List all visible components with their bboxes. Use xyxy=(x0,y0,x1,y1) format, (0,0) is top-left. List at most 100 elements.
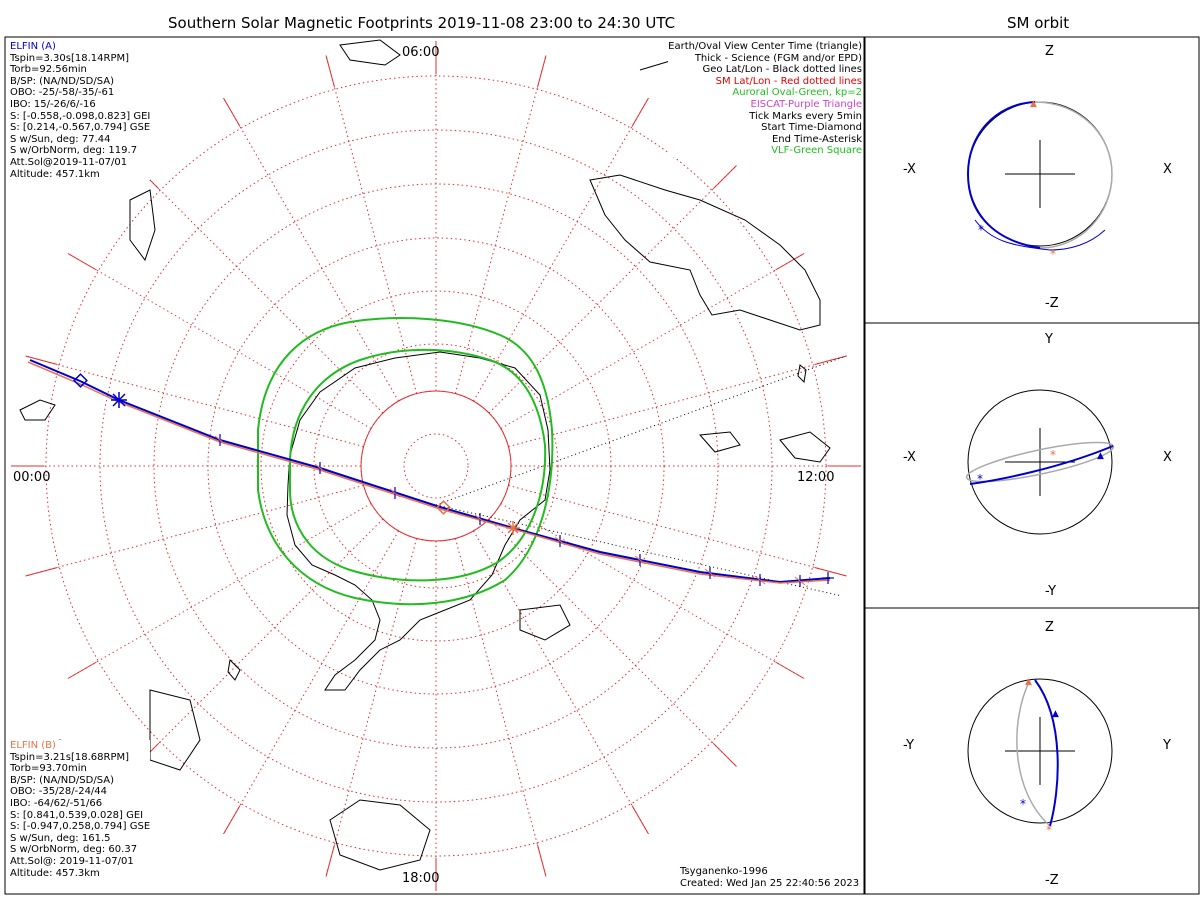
elfin-a-start-diamond xyxy=(73,373,88,388)
sm-mlt-spoke xyxy=(20,484,364,578)
elfin-b-tick xyxy=(474,514,486,524)
elfin-b-info: ELFIN (B) Tspin=3.21s[18.68RPM] Torb=93.7… xyxy=(10,740,151,880)
elfin-a-info-line: Tspin=3.30s[18.14RPM] xyxy=(10,52,130,64)
sm-mlt-spoke xyxy=(500,503,809,682)
sm-mlt-spoke xyxy=(454,538,548,882)
elfin-b-tick xyxy=(214,435,226,445)
sm-rim-tick xyxy=(25,355,58,366)
elfin-a-end-asterisk xyxy=(111,392,127,408)
orbit2-bottom-label: -Y xyxy=(1045,584,1057,599)
elfin-b-info-line: Tspin=3.21s[18.68RPM] xyxy=(10,751,130,763)
elfin-a-info-line: S: [0.214,-0.567,0.794] GSE xyxy=(10,122,151,134)
svg-text:▲: ▲ xyxy=(1052,709,1059,719)
sm-mlt-spoke xyxy=(324,538,418,882)
sm-rim-tick xyxy=(712,742,737,767)
elfin-a-info-line: S: [-0.558,-0.098,0.823] GEI xyxy=(10,110,151,122)
sm-mlt-spoke xyxy=(488,518,741,771)
sm-mlt-spoke xyxy=(454,50,548,394)
svg-text:*: * xyxy=(977,472,983,486)
orbit-panel-xy: * * ▲ xyxy=(965,389,1115,535)
svg-text:▲: ▲ xyxy=(1025,677,1032,687)
elfin-b-tick xyxy=(754,575,766,585)
auroral-oval xyxy=(257,317,554,606)
sm-rim-tick xyxy=(536,844,547,877)
elfin-a-track xyxy=(29,359,831,584)
legend-entry: End Time-Asterisk xyxy=(771,133,862,145)
legend-entry: Geo Lat/Lon - Black dotted lines xyxy=(702,64,862,76)
orbit1-left-label: -X xyxy=(903,162,916,177)
sm-rim-tick xyxy=(325,844,336,877)
elfin-b-info-line: S: [0.841,0.539,0.028] GEI xyxy=(10,809,144,821)
svg-text:*: * xyxy=(1050,247,1056,261)
orbit2-right-label: X xyxy=(1163,450,1172,465)
credits: Tsyganenko-1996 Created: Wed Jan 25 22:4… xyxy=(680,866,859,889)
elfin-b-lines: Tspin=3.21s[18.68RPM] Torb=93.70min B/SP: … xyxy=(10,752,150,880)
elfin-b-info-line: S: [-0.947,0.258,0.794] GSE xyxy=(10,821,151,833)
elfin-b-info-line: OBO: -35/28/-24/44 xyxy=(10,786,108,798)
sm-rim-tick xyxy=(775,661,805,679)
elfin-b-tick xyxy=(794,576,806,586)
sm-mlt-spoke xyxy=(20,354,364,448)
orbit3-right-label: Y xyxy=(1163,738,1171,753)
svg-text:*: * xyxy=(1050,448,1056,462)
elfin-a-info-line: IBO: 15/-26/6/-16 xyxy=(10,98,96,110)
elfin-b-info-line: S w/Sun, deg: 161.5 xyxy=(10,832,111,844)
elfin-a-info-line: OBO: -25/-58/-35/-61 xyxy=(10,87,115,99)
svg-text:*: * xyxy=(1020,797,1026,811)
mlt-label-right: 12:00 xyxy=(797,470,835,485)
legend-entry: Thick - Science (FGM and/or EPD) xyxy=(694,52,862,64)
elfin-b-tick xyxy=(314,463,326,473)
elfin-b-info-line: S w/OrbNorm, deg: 60.37 xyxy=(10,844,138,856)
sm-mlt-spoke xyxy=(63,250,372,429)
sm-mlt-spoke xyxy=(324,50,418,394)
orbit3-left-label: -Y xyxy=(903,738,915,753)
sm-mlt-spoke xyxy=(220,93,399,402)
sm-rim-tick xyxy=(814,566,847,577)
legend-entry: EISCAT-Purple Triangle xyxy=(750,98,863,110)
legend-entry: Earth/Oval View Center Time (triangle) xyxy=(668,41,862,52)
elfin-b-end-asterisk xyxy=(506,521,520,535)
orbit1-right-label: X xyxy=(1163,162,1172,177)
mlt-label-top: 06:00 xyxy=(402,45,440,60)
sm-pole-circle xyxy=(360,390,512,542)
orbit3-top-label: Z xyxy=(1045,620,1054,635)
elfin-a-info-line: S w/Sun, deg: 77.44 xyxy=(10,133,111,145)
orbit1-top-label: Z xyxy=(1045,44,1054,59)
map-frame xyxy=(4,36,865,895)
sm-rim-tick xyxy=(25,566,58,577)
orbit-title: SM orbit xyxy=(1007,14,1070,32)
legend-entry: Auroral Oval-Green, kp=2 xyxy=(732,87,862,99)
orbit2-top-label: Y xyxy=(1045,332,1053,347)
mlt-label-left: 00:00 xyxy=(13,470,51,485)
sm-rim-tick xyxy=(631,97,649,127)
legend-entry: Tick Marks every 5min xyxy=(749,110,862,122)
elfin-a-lines: Tspin=3.30s[18.14RPM] Torb=92.56min B/SP: … xyxy=(10,53,150,181)
elfin-b-info-line: Torb=93.70min xyxy=(10,763,87,775)
sm-mlt-spoke xyxy=(473,93,652,402)
elfin-a-info-line: Torb=92.56min xyxy=(10,64,87,76)
legend: Earth/Oval View Center Time (triangle) Th… xyxy=(668,41,862,157)
orbit1-bottom-label: -Z xyxy=(1045,296,1059,311)
elfin-b-tick xyxy=(554,536,566,546)
sm-mlt-spoke xyxy=(63,503,372,682)
orbit-panel-yz: ▲ ▲ * * xyxy=(967,677,1113,837)
sm-rim-tick xyxy=(536,55,547,88)
elfin-a-end-track-asterisk xyxy=(822,572,834,584)
sm-rim-tick xyxy=(814,355,847,366)
chart-title: Southern Solar Magnetic Footprints 2019-… xyxy=(168,14,676,32)
elfin-b-track xyxy=(27,361,831,584)
elfin-b-tick xyxy=(634,555,646,565)
elfin-a-info-line: Att.Sol@2019-11-07/01 xyxy=(10,156,128,168)
elfin-b-tick xyxy=(704,568,716,578)
svg-text:*: * xyxy=(978,223,984,237)
sm-mlt-spoke xyxy=(131,518,384,771)
elfin-a-name: ELFIN (A) xyxy=(10,41,56,52)
sm-mlt-spoke xyxy=(500,250,809,429)
legend-entry: Start Time-Diamond xyxy=(761,122,862,134)
model-credit: Tsyganenko-1996 xyxy=(680,866,768,877)
elfin-a-info: ELFIN (A) Tspin=3.30s[18.14RPM] Torb=92.5… xyxy=(10,41,151,181)
sm-mlt-spoke xyxy=(508,484,852,578)
elfin-b-info-line: Altitude: 457.3km xyxy=(10,867,100,879)
track-tick-marks xyxy=(214,434,806,587)
